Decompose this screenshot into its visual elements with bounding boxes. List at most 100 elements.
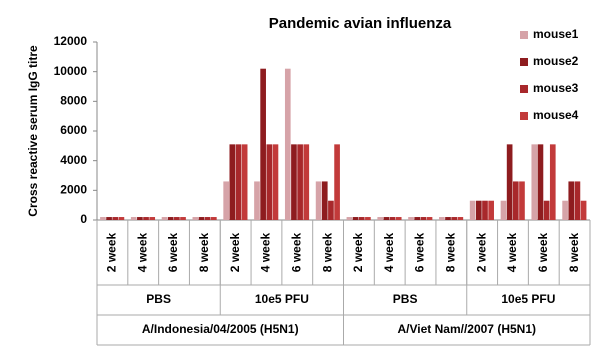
bar <box>426 217 433 220</box>
y-tick-label: 0 <box>80 212 87 226</box>
bar <box>149 217 156 220</box>
bar <box>543 200 550 220</box>
x-tick-label: 4 week <box>259 232 273 272</box>
bar <box>383 217 390 220</box>
bar <box>167 217 174 220</box>
bar <box>192 217 199 220</box>
legend-label: mouse3 <box>533 81 579 95</box>
bar <box>204 217 211 220</box>
x-tick-label: 2 week <box>351 232 365 272</box>
bar <box>574 181 581 220</box>
super-group-label: A/Indonesia/04/2005 (H5N1) <box>142 322 299 336</box>
bar <box>211 217 217 220</box>
bar <box>377 217 384 220</box>
super-group-label: A/Viet Nam//2007 (H5N1) <box>397 322 536 336</box>
x-tick-label: 2 week <box>228 232 242 272</box>
bar <box>512 181 519 220</box>
chart-title: Pandemic avian influenza <box>269 15 452 32</box>
bar <box>562 200 568 220</box>
bar <box>549 144 556 220</box>
bar <box>100 217 106 220</box>
bar <box>445 217 451 220</box>
bar <box>475 200 482 220</box>
x-tick-label: 8 week <box>197 232 211 272</box>
legend-marker <box>520 58 528 66</box>
bar <box>389 217 396 220</box>
y-tick-label: 4000 <box>60 153 87 167</box>
bar <box>414 217 421 220</box>
bar <box>284 68 291 220</box>
bar <box>395 217 402 220</box>
bar <box>365 217 371 220</box>
bar <box>580 200 587 220</box>
bar <box>303 144 310 220</box>
y-tick-label: 12000 <box>54 34 88 48</box>
bar <box>118 217 125 220</box>
bar <box>500 200 507 220</box>
bar <box>106 217 112 220</box>
bar <box>328 200 334 220</box>
bar <box>315 181 322 220</box>
x-tick-label: 2 week <box>474 232 488 272</box>
bar <box>180 217 186 220</box>
legend-marker <box>520 31 528 39</box>
bar <box>143 217 149 220</box>
y-tick-label: 8000 <box>60 94 87 108</box>
x-tick-label: 8 week <box>567 232 581 272</box>
y-tick-label: 2000 <box>60 183 87 197</box>
bar <box>506 144 513 220</box>
bar <box>358 217 365 220</box>
bar <box>346 217 353 220</box>
x-tick-label: 6 week <box>413 232 427 272</box>
x-tick-label: 2 week <box>105 232 119 272</box>
x-tick-label: 8 week <box>320 232 334 272</box>
x-tick-label: 8 week <box>444 232 458 272</box>
bar <box>488 200 494 220</box>
legend-marker <box>520 85 528 93</box>
legend-label: mouse4 <box>533 108 579 122</box>
legend-label: mouse2 <box>533 54 579 68</box>
x-tick-label: 6 week <box>536 232 550 272</box>
bar <box>174 217 180 220</box>
bar <box>469 200 476 220</box>
bar <box>161 217 168 220</box>
x-tick-label: 4 week <box>505 232 519 272</box>
x-tick-label: 6 week <box>166 232 180 272</box>
bar <box>130 217 137 220</box>
bar <box>266 144 273 220</box>
bar <box>334 144 340 220</box>
x-tick-label: 4 week <box>135 232 149 272</box>
bar <box>198 217 205 220</box>
x-tick-label: 6 week <box>289 232 303 272</box>
bar <box>229 144 236 220</box>
bar <box>321 181 328 220</box>
legend-marker <box>520 112 528 120</box>
bar <box>297 144 303 220</box>
legend-label: mouse1 <box>533 27 579 41</box>
y-tick-label: 10000 <box>54 64 88 78</box>
group-label: PBS <box>146 292 171 306</box>
bar <box>451 217 458 220</box>
group-label: PBS <box>393 292 418 306</box>
bar <box>420 217 427 220</box>
bar <box>482 200 488 220</box>
bar <box>112 217 119 220</box>
bar <box>260 68 266 220</box>
y-axis-label: Cross reactive serum IgG titre <box>26 45 40 217</box>
x-tick-label: 4 week <box>382 232 396 272</box>
bar <box>531 144 538 220</box>
bar <box>537 144 544 220</box>
bar <box>568 181 575 220</box>
bar <box>291 144 297 220</box>
bar <box>352 217 359 220</box>
bar <box>408 217 414 220</box>
bar <box>137 217 143 220</box>
bar <box>519 181 525 220</box>
y-tick-label: 6000 <box>60 123 87 137</box>
bar <box>272 144 279 220</box>
group-label: 10e5 PFU <box>255 292 309 306</box>
bar <box>457 217 464 220</box>
bar <box>223 181 229 220</box>
bar <box>235 144 242 220</box>
